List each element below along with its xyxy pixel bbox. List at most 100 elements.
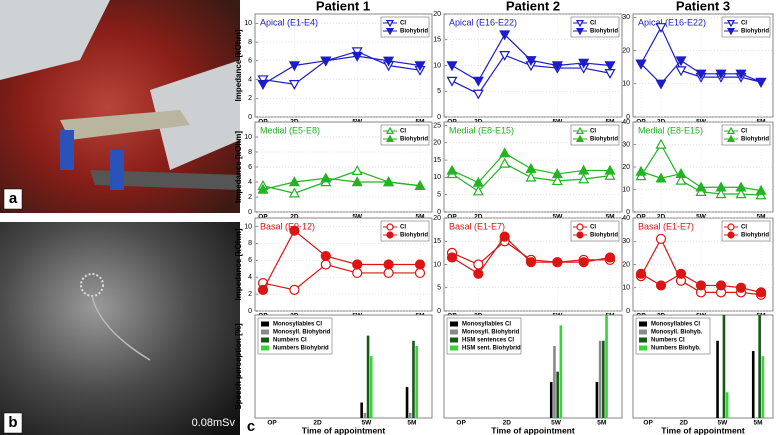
marker: [726, 134, 736, 142]
legend-box: [635, 317, 711, 355]
y-tick-label: 10: [433, 261, 441, 268]
x-tick-label: 5W: [352, 214, 363, 221]
bar: [415, 345, 418, 418]
bar: [595, 381, 599, 418]
marker: [551, 168, 563, 179]
y-axis-title: Impedance [kOhm]: [234, 131, 243, 203]
chart-title: Basal (E1-E7): [638, 221, 694, 231]
y-tick-label: 15: [433, 157, 441, 164]
x-tick-label: 5W: [551, 420, 562, 427]
legend-box: [257, 317, 333, 355]
y-tick-label: 20: [433, 11, 441, 18]
y-tick-label: 30: [622, 14, 630, 21]
legend-box: [570, 124, 620, 146]
bar: [553, 345, 556, 418]
marker: [289, 225, 300, 236]
column-title: Patient 2: [506, 0, 560, 13]
marker: [604, 61, 616, 72]
marker: [472, 185, 484, 196]
x-tick-label: 5M: [605, 214, 614, 221]
legend-label: Monosyllables CI: [273, 322, 322, 328]
y-tick-label: 2: [248, 194, 252, 201]
marker: [383, 56, 395, 67]
bar: [360, 402, 363, 418]
marker: [385, 134, 395, 142]
column-title: Patient 3: [676, 0, 730, 13]
y-tick-label: 0: [437, 114, 441, 121]
marker: [351, 51, 363, 62]
bar: [761, 356, 765, 418]
series-line: [262, 50, 421, 85]
x-axis-title: Time of appointment: [491, 425, 575, 435]
marker: [755, 184, 767, 195]
legend-label: Biohybrid: [741, 233, 769, 239]
legend-label: Biohybrid: [741, 137, 769, 143]
legend-label: Numbers CI: [651, 338, 685, 344]
y-tick-label: 5: [437, 88, 441, 95]
legend-label: Biohybrid: [590, 233, 618, 239]
marker: [675, 268, 687, 279]
marker: [735, 69, 747, 80]
y-tick-label: 6: [248, 257, 252, 264]
legend-label: Biohybrid: [400, 233, 428, 239]
marker: [385, 28, 395, 36]
bar: [408, 412, 412, 418]
marker: [383, 267, 394, 279]
x-tick-label: OP: [636, 214, 646, 221]
marker: [525, 171, 537, 182]
y-tick-label: 4: [248, 76, 252, 83]
bar: [751, 351, 755, 418]
y-tick-label: 8: [248, 39, 252, 46]
x-tick-label: 2D: [503, 420, 512, 427]
marker: [604, 169, 616, 180]
x-tick-label: 2D: [313, 420, 322, 427]
legend-swatch: [261, 329, 269, 335]
legend-box: [380, 16, 430, 38]
y-tick-label: 15: [433, 37, 441, 44]
bar: [412, 340, 415, 418]
legend-label: Numbers Biohyb.: [651, 346, 701, 352]
marker: [499, 147, 511, 158]
marker: [288, 61, 300, 72]
legend-label: Monosyllables CI: [462, 322, 511, 328]
marker: [525, 162, 537, 173]
bar: [405, 387, 409, 418]
marker: [655, 233, 667, 245]
x-tick-label: 5W: [552, 214, 563, 221]
marker: [727, 231, 735, 239]
panel-label: c: [247, 418, 255, 435]
y-tick-label: 30: [622, 238, 630, 245]
legend-label: Biohybrid: [400, 29, 428, 35]
y-tick-label: 10: [622, 186, 630, 193]
x-axis-title: Time of appointment: [661, 425, 745, 435]
x-tick-label: 2D: [657, 214, 666, 221]
y-tick-label: 20: [622, 261, 630, 268]
marker: [635, 59, 647, 70]
bar: [725, 392, 729, 418]
legend-swatch: [450, 345, 458, 351]
marker: [525, 257, 537, 268]
y-tick-label: 40: [622, 215, 630, 222]
y-tick-label: 20: [433, 140, 441, 147]
y-tick-label: 0: [437, 209, 441, 216]
bar: [549, 381, 553, 418]
marker: [726, 20, 736, 28]
y-tick-label: 0: [248, 209, 252, 216]
legend-label: Monosyll. Biohyb.: [651, 330, 703, 336]
panel-label: b: [8, 414, 17, 431]
legend-label: Monosyllables CI: [651, 322, 700, 328]
y-tick-label: 10: [244, 223, 252, 230]
marker: [446, 76, 458, 87]
y-tick-label: 20: [433, 215, 441, 222]
y-tick-label: 0: [626, 114, 630, 121]
marker: [386, 231, 394, 239]
marker: [414, 180, 426, 190]
marker: [575, 28, 585, 36]
marker: [576, 231, 584, 239]
bar: [602, 340, 605, 418]
marker: [675, 174, 687, 185]
y-tick-label: 5: [437, 192, 441, 199]
marker: [735, 188, 747, 199]
